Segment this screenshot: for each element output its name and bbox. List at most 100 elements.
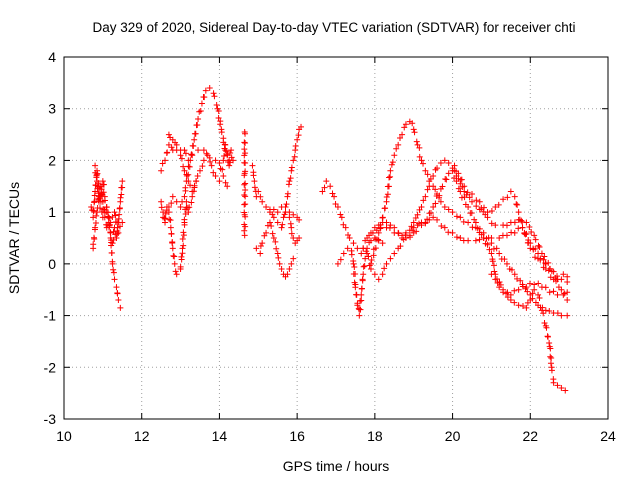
- data-point: [158, 204, 165, 211]
- x-tick-label-4: 18: [367, 428, 383, 444]
- data-point: [492, 222, 499, 229]
- data-point: [117, 194, 124, 201]
- data-point: [536, 243, 543, 250]
- data-point: [227, 159, 234, 166]
- x-tick-label-7: 24: [600, 428, 616, 444]
- data-point: [540, 310, 547, 317]
- data-point: [251, 178, 258, 185]
- y-tick-label-1: -2: [44, 359, 57, 375]
- data-point: [329, 190, 336, 197]
- data-point: [486, 246, 493, 253]
- data-point: [109, 258, 116, 265]
- data-point: [413, 138, 420, 145]
- data-point: [242, 223, 249, 230]
- data-point: [173, 271, 180, 278]
- data-point: [273, 245, 280, 252]
- data-point: [116, 204, 123, 211]
- data-point: [115, 297, 122, 304]
- data-point: [558, 384, 565, 391]
- data-point: [526, 223, 533, 230]
- data-point: [365, 253, 372, 260]
- data-point: [114, 228, 121, 235]
- data-point: [119, 219, 126, 226]
- data-point: [177, 203, 184, 210]
- data-point: [106, 222, 113, 229]
- data-point: [453, 234, 460, 241]
- data-point: [496, 284, 503, 291]
- data-point: [344, 245, 351, 252]
- data-point: [532, 299, 539, 306]
- data-point: [472, 237, 479, 244]
- data-point: [269, 230, 276, 237]
- data-point: [445, 229, 452, 236]
- data-point: [430, 203, 437, 210]
- data-point: [197, 167, 203, 174]
- data-point: [351, 279, 358, 286]
- data-point: [453, 178, 460, 185]
- data-point: [511, 287, 518, 294]
- data-point: [351, 263, 358, 270]
- data-point: [527, 240, 534, 247]
- data-point: [259, 198, 266, 205]
- data-point: [461, 194, 468, 201]
- data-point: [241, 139, 248, 146]
- data-point: [496, 235, 503, 241]
- data-point: [360, 271, 367, 278]
- data-point: [180, 163, 187, 170]
- series-7: [165, 131, 231, 190]
- data-point: [266, 206, 273, 213]
- data-point: [422, 193, 429, 200]
- data-point: [114, 219, 121, 226]
- series-11: [266, 123, 305, 231]
- data-point: [110, 236, 117, 243]
- data-point: [535, 280, 542, 287]
- data-point: [200, 157, 207, 164]
- data-point: [488, 271, 495, 278]
- data-point: [249, 162, 256, 169]
- data-point: [397, 243, 404, 250]
- data-point: [110, 269, 117, 276]
- data-point: [458, 194, 465, 201]
- data-point: [90, 241, 97, 248]
- data-point: [367, 266, 374, 273]
- data-point: [358, 297, 365, 304]
- data-point: [284, 271, 291, 278]
- data-point: [259, 240, 266, 247]
- data-point: [457, 235, 464, 241]
- data-point: [537, 304, 544, 311]
- data-point: [272, 238, 279, 245]
- data-point: [522, 231, 529, 238]
- data-point: [182, 150, 189, 157]
- data-point: [169, 193, 176, 200]
- data-point: [416, 153, 423, 160]
- data-point: [358, 250, 365, 257]
- data-point: [554, 382, 561, 389]
- y-tick-label-7: 4: [48, 49, 56, 65]
- data-point: [269, 211, 276, 218]
- data-point: [185, 157, 192, 164]
- data-point: [564, 312, 571, 319]
- data-point: [540, 264, 547, 271]
- data-point: [554, 291, 561, 298]
- data-point: [163, 207, 170, 214]
- data-point: [558, 312, 565, 319]
- data-point: [511, 193, 518, 200]
- data-point: [181, 216, 188, 223]
- data-point: [108, 249, 115, 256]
- data-point: [388, 161, 395, 168]
- data-point: [194, 172, 201, 179]
- data-point: [437, 198, 444, 205]
- data-point: [460, 237, 467, 244]
- data-point: [402, 231, 409, 238]
- data-point: [432, 186, 439, 193]
- data-point: [383, 260, 390, 267]
- data-point: [371, 235, 378, 241]
- data-point: [368, 257, 375, 264]
- data-point: [532, 254, 539, 261]
- data-point: [503, 290, 510, 297]
- data-point: [397, 135, 404, 142]
- data-point: [165, 131, 172, 138]
- data-point: [178, 253, 185, 260]
- data-point: [466, 194, 473, 201]
- data-point: [241, 146, 248, 153]
